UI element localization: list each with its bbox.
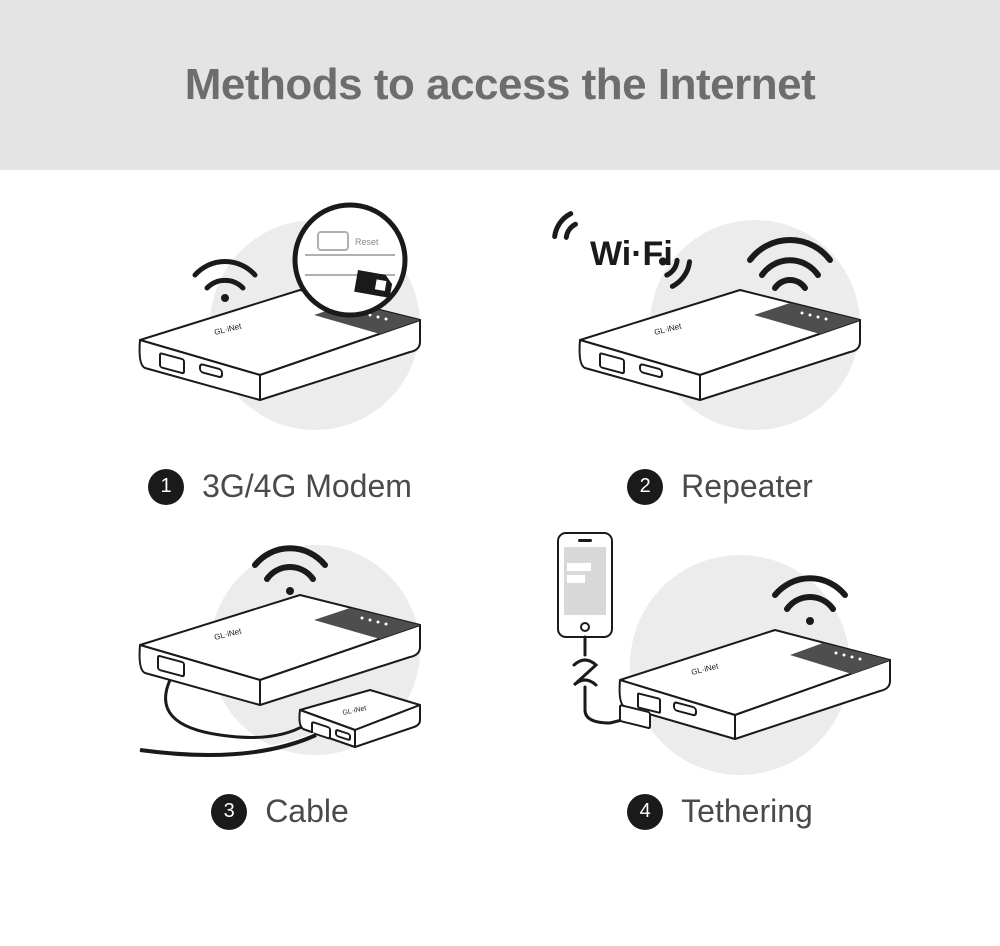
caption-row: 3 Cable	[211, 793, 349, 830]
caption-row: 4 Tethering	[627, 793, 813, 830]
method-label: 3G/4G Modem	[202, 468, 412, 505]
method-label: Repeater	[681, 468, 813, 505]
device-svg: GL·iNet Wi·Fi	[540, 200, 900, 450]
number-badge: 4	[627, 794, 663, 830]
caption-row: 1 3G/4G Modem	[148, 468, 412, 505]
number-badge: 2	[627, 469, 663, 505]
device-svg: GL·iNet	[100, 200, 460, 450]
svg-text:Reset: Reset	[355, 237, 379, 247]
repeater-illustration: GL·iNet Wi·Fi	[540, 200, 900, 450]
method-modem: GL·iNet	[60, 200, 500, 505]
method-cable: GL·iNet	[60, 525, 500, 830]
method-tethering: GL·iNet	[500, 525, 940, 830]
method-label: Tethering	[681, 793, 813, 830]
method-repeater: GL·iNet Wi·Fi	[500, 200, 940, 505]
methods-grid: GL·iNet	[0, 170, 1000, 830]
cable-illustration: GL·iNet	[100, 525, 460, 775]
page-title: Methods to access the Internet	[185, 60, 815, 110]
number-badge: 1	[148, 469, 184, 505]
device-svg: GL·iNet	[100, 525, 460, 775]
tethering-illustration: GL·iNet	[540, 525, 900, 775]
caption-row: 2 Repeater	[627, 468, 813, 505]
method-label: Cable	[265, 793, 349, 830]
device-svg: GL·iNet	[540, 525, 900, 785]
modem-illustration: GL·iNet	[100, 200, 460, 450]
header-banner: Methods to access the Internet	[0, 0, 1000, 170]
number-badge: 3	[211, 794, 247, 830]
wifi-text: Wi·Fi	[590, 235, 673, 273]
